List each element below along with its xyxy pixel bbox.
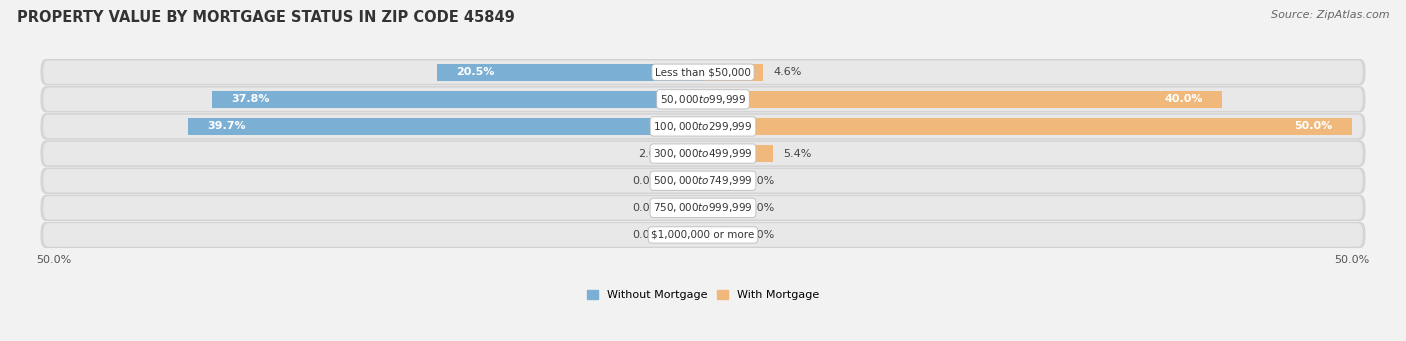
- Text: 50.0%: 50.0%: [1295, 121, 1333, 131]
- Text: $50,000 to $99,999: $50,000 to $99,999: [659, 93, 747, 106]
- Text: 39.7%: 39.7%: [207, 121, 246, 131]
- Text: Less than $50,000: Less than $50,000: [655, 67, 751, 77]
- Text: $300,000 to $499,999: $300,000 to $499,999: [654, 147, 752, 160]
- Text: 37.8%: 37.8%: [232, 94, 270, 104]
- Text: 40.0%: 40.0%: [1164, 94, 1202, 104]
- Bar: [703, 226, 735, 243]
- Text: PROPERTY VALUE BY MORTGAGE STATUS IN ZIP CODE 45849: PROPERTY VALUE BY MORTGAGE STATUS IN ZIP…: [17, 10, 515, 25]
- Text: 0.0%: 0.0%: [631, 203, 661, 213]
- Text: 0.0%: 0.0%: [745, 203, 775, 213]
- Text: 2.0%: 2.0%: [638, 149, 666, 159]
- FancyBboxPatch shape: [44, 223, 1362, 247]
- Legend: Without Mortgage, With Mortgage: Without Mortgage, With Mortgage: [588, 290, 818, 300]
- Bar: [703, 172, 735, 189]
- Text: 0.0%: 0.0%: [631, 230, 661, 240]
- Text: 5.4%: 5.4%: [783, 149, 811, 159]
- Text: 20.5%: 20.5%: [457, 67, 495, 77]
- Bar: [703, 118, 1353, 135]
- Text: 0.0%: 0.0%: [745, 176, 775, 186]
- Bar: [437, 64, 703, 80]
- Bar: [703, 199, 735, 216]
- Text: 0.0%: 0.0%: [631, 176, 661, 186]
- FancyBboxPatch shape: [44, 196, 1362, 220]
- FancyBboxPatch shape: [41, 168, 1365, 193]
- Bar: [671, 226, 703, 243]
- FancyBboxPatch shape: [41, 59, 1365, 85]
- Text: 4.6%: 4.6%: [773, 67, 801, 77]
- Bar: [212, 91, 703, 108]
- FancyBboxPatch shape: [44, 142, 1362, 165]
- FancyBboxPatch shape: [41, 114, 1365, 139]
- Text: $750,000 to $999,999: $750,000 to $999,999: [654, 201, 752, 214]
- FancyBboxPatch shape: [41, 195, 1365, 221]
- Bar: [703, 91, 1222, 108]
- Bar: [703, 64, 762, 80]
- FancyBboxPatch shape: [41, 141, 1365, 166]
- Bar: [678, 145, 703, 162]
- Bar: [671, 172, 703, 189]
- Bar: [671, 199, 703, 216]
- Text: $500,000 to $749,999: $500,000 to $749,999: [654, 174, 752, 187]
- FancyBboxPatch shape: [44, 61, 1362, 84]
- FancyBboxPatch shape: [41, 87, 1365, 112]
- Text: 0.0%: 0.0%: [745, 230, 775, 240]
- FancyBboxPatch shape: [44, 169, 1362, 192]
- Text: $1,000,000 or more: $1,000,000 or more: [651, 230, 755, 240]
- Bar: [187, 118, 703, 135]
- FancyBboxPatch shape: [44, 115, 1362, 138]
- FancyBboxPatch shape: [44, 88, 1362, 111]
- FancyBboxPatch shape: [41, 222, 1365, 248]
- Text: $100,000 to $299,999: $100,000 to $299,999: [654, 120, 752, 133]
- Text: Source: ZipAtlas.com: Source: ZipAtlas.com: [1271, 10, 1389, 20]
- Bar: [703, 145, 773, 162]
